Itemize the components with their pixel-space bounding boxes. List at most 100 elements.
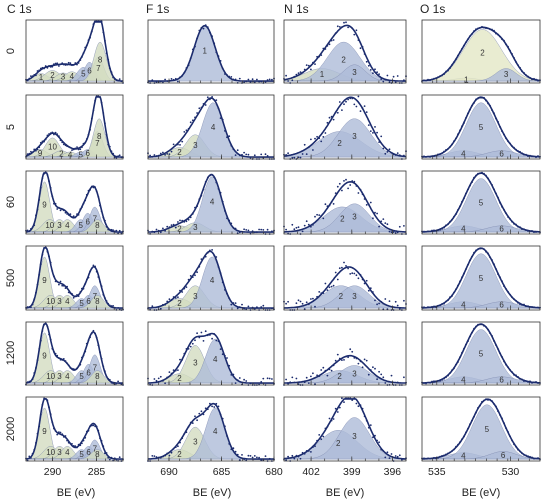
data-point (112, 76, 114, 79)
data-point (332, 284, 335, 287)
data-point (487, 252, 489, 255)
data-point (266, 228, 269, 231)
data-point (185, 431, 188, 434)
data-point (332, 203, 335, 205)
data-point (221, 417, 224, 420)
data-point (31, 75, 34, 78)
plot-frame (25, 94, 124, 160)
panel-3-2: 2 3 4 (147, 170, 275, 235)
data-point (97, 429, 100, 432)
data-point (355, 402, 358, 405)
data-point (443, 226, 445, 229)
data-point (46, 325, 49, 328)
data-point (95, 270, 98, 273)
data-point (457, 209, 459, 211)
data-point (332, 418, 335, 420)
data-point (245, 380, 248, 382)
data-point (43, 67, 45, 70)
data-point (312, 149, 314, 151)
data-point (515, 299, 517, 302)
data-point (179, 144, 181, 146)
data-point (118, 456, 121, 459)
data-point (61, 62, 64, 65)
data-point (67, 61, 70, 64)
data-point (82, 52, 85, 54)
data-point (90, 185, 93, 188)
data-point (105, 300, 108, 302)
data-point (189, 421, 192, 424)
peak-label: 6 (85, 149, 90, 158)
data-point (465, 41, 467, 44)
data-point (72, 215, 75, 218)
data-point (271, 307, 273, 310)
data-point (198, 336, 201, 339)
data-point (90, 424, 93, 427)
data-point (509, 218, 511, 220)
data-point (495, 32, 497, 35)
peak-label: 2 (177, 374, 182, 383)
data-point (295, 73, 298, 76)
data-point (61, 141, 64, 144)
peak-label: 10 (46, 372, 55, 381)
data-point (172, 296, 175, 298)
data-point (533, 155, 535, 158)
data-point (217, 107, 220, 110)
data-point (363, 53, 366, 55)
data-point (491, 400, 493, 402)
data-point (361, 278, 364, 281)
data-point (481, 171, 483, 174)
panel-6-1: 9 10 3 4 5 6 78 290 285 (25, 396, 124, 478)
peak-label: 1 (39, 73, 44, 82)
data-point (104, 39, 106, 42)
data-point (511, 53, 513, 55)
data-point (191, 119, 194, 122)
data-point (517, 448, 519, 451)
data-point (394, 232, 397, 234)
data-point (67, 291, 70, 294)
data-point (245, 229, 248, 231)
data-point (403, 458, 405, 460)
data-point (503, 360, 505, 363)
data-point (66, 362, 68, 365)
data-point (238, 306, 241, 308)
fit-envelope (25, 96, 123, 158)
data-point (324, 427, 327, 430)
data-point (170, 372, 173, 375)
data-point (28, 77, 31, 80)
data-point (447, 69, 449, 72)
data-point (515, 148, 517, 151)
data-point (260, 153, 263, 156)
x-axis-label-c1s: BE (eV) (57, 487, 96, 499)
peak-label: 7 (95, 139, 100, 148)
data-point (461, 276, 463, 279)
row-label-0: 0 (5, 48, 17, 54)
data-point (213, 406, 216, 408)
data-point (174, 369, 177, 372)
data-point (443, 73, 445, 76)
plot-frame (25, 396, 124, 462)
data-point (374, 434, 376, 437)
data-point (449, 220, 451, 223)
data-point (85, 44, 88, 47)
data-point (26, 153, 29, 156)
data-point (423, 457, 425, 460)
data-point (320, 140, 323, 143)
peak-label: 2 (177, 148, 182, 157)
data-point (155, 155, 158, 157)
peak-label: 4 (65, 297, 70, 306)
data-point (374, 68, 376, 71)
data-point (521, 70, 523, 73)
data-point (509, 142, 511, 145)
data-point (477, 97, 479, 100)
data-point (386, 223, 389, 226)
data-point (224, 130, 226, 132)
data-point (425, 457, 427, 460)
panel-6-3: 2 3 402 399 396 (283, 396, 407, 478)
data-point (168, 454, 171, 457)
data-point (66, 63, 68, 66)
data-point (467, 427, 469, 430)
data-point (355, 274, 358, 277)
data-point (388, 148, 391, 151)
data-point (386, 151, 389, 153)
data-point (361, 366, 364, 369)
